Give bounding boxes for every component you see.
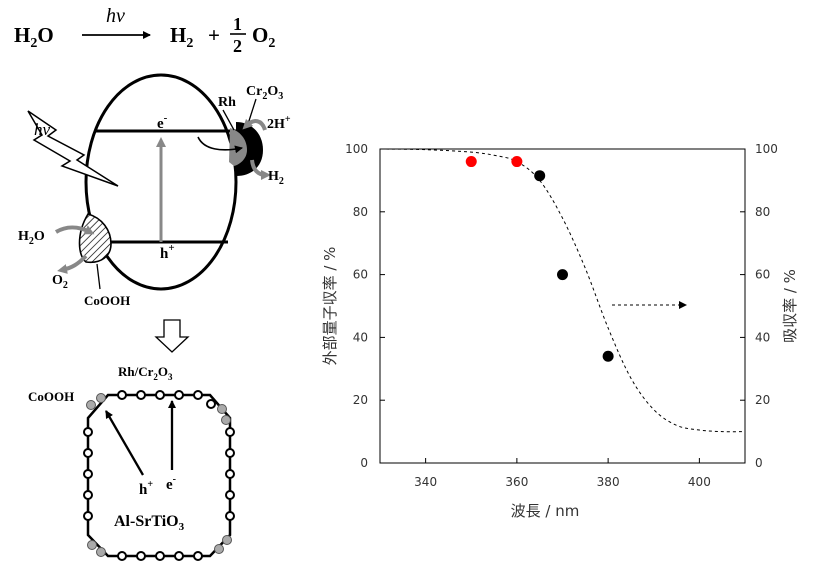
crystal-body <box>86 393 232 558</box>
data-point <box>511 156 523 168</box>
h2o-label: H2O <box>18 229 45 247</box>
y-axis-label-left: 外部量子収率 / % <box>321 247 339 366</box>
coooh-dot <box>222 535 232 545</box>
cocatalyst-dot <box>206 399 216 409</box>
coooh-label: CoOOH <box>84 293 130 308</box>
y-tick-label-left: 20 <box>353 393 368 407</box>
cocatalyst-dot <box>83 427 93 437</box>
cr2o3-shell <box>236 122 263 176</box>
equation-hv: hν <box>106 5 125 27</box>
y-tick-label-right: 40 <box>755 330 770 344</box>
y-tick-label-left: 40 <box>353 330 368 344</box>
x-tick-label: 360 <box>505 475 528 489</box>
crystal-dots <box>83 390 235 561</box>
transition-arrow-icon <box>154 319 190 353</box>
cocatalyst-dot <box>83 469 93 479</box>
coooh-dot <box>96 547 106 557</box>
cocatalyst-dot <box>225 469 235 479</box>
particle-hv: hν <box>34 120 51 139</box>
cocatalyst-dot <box>193 390 203 400</box>
hole-label: h+ <box>160 242 175 262</box>
cocatalyst-dot <box>174 551 184 561</box>
y-tick-label-right: 0 <box>755 456 763 470</box>
rh-cr2o3-label: Rh/Cr2O3 <box>118 364 173 382</box>
data-point <box>602 350 614 362</box>
data-point <box>465 156 477 168</box>
cocatalyst-dot <box>193 551 203 561</box>
cocatalyst-dot <box>83 511 93 521</box>
x-tick-label: 380 <box>597 475 620 489</box>
crystal-particle: Rh/Cr2O3 CoOOH h+ e- Al-SrTiO3 <box>28 364 235 561</box>
coooh-dot <box>221 415 231 425</box>
coooh-dot <box>214 544 224 554</box>
cocatalyst-dot <box>136 551 146 561</box>
equation-plus: + <box>208 23 220 47</box>
y-tick-label-right: 60 <box>755 268 770 282</box>
y-tick-label-right: 20 <box>755 393 770 407</box>
cocatalyst-dot <box>136 390 146 400</box>
cocatalyst-dot <box>225 490 235 500</box>
equation-frac-num: 1 <box>233 14 242 34</box>
cocatalyst-dot <box>155 551 165 561</box>
cocatalyst-dot <box>225 427 235 437</box>
hole-migration-arrow <box>105 410 144 476</box>
coooh-dot <box>96 393 106 403</box>
coooh-dot <box>87 540 97 550</box>
quantum-yield-chart: 340 360 380 400 0 0 20 20 40 40 60 60 80 80 100 100 波長 … <box>321 142 799 520</box>
y-tick-label-left: 100 <box>345 142 368 156</box>
x-tick-label: 340 <box>414 475 437 489</box>
x-axis-label: 波長 / nm <box>511 502 580 520</box>
h2-arrow <box>250 159 271 180</box>
data-points <box>465 156 614 362</box>
equation-product-o2: O2 <box>252 23 275 51</box>
o2-label: O2 <box>52 273 68 291</box>
cocatalyst-dot <box>225 511 235 521</box>
y-axis-label-right: 吸収率 / % <box>781 269 799 343</box>
crystal-name: Al-SrTiO3 <box>114 513 185 533</box>
proton-label: 2H+ <box>267 114 291 132</box>
axis-ticks: 340 360 380 400 0 0 20 20 40 40 60 60 80 80 100 100 <box>345 142 778 489</box>
electron-transfer-arrow <box>197 136 243 154</box>
y-tick-label-left: 0 <box>360 456 368 470</box>
x-tick-label: 400 <box>688 475 711 489</box>
lightning-icon <box>27 110 119 187</box>
data-point <box>557 269 568 281</box>
crystal-hole-label: h+ <box>139 479 153 498</box>
cocatalyst-dot <box>83 448 93 458</box>
y-tick-label-left: 80 <box>353 205 368 219</box>
coooh-pointer <box>96 263 101 290</box>
y-tick-label-left: 60 <box>353 268 368 282</box>
cocatalyst-dot <box>174 390 184 400</box>
cocatalyst-dot <box>155 390 165 400</box>
y-tick-label-right: 100 <box>755 142 778 156</box>
absorption-curve <box>379 148 746 433</box>
electron-label: e- <box>157 112 168 132</box>
coooh-dot <box>86 400 96 410</box>
o2-arrow <box>57 254 88 274</box>
coooh-dot <box>217 404 227 414</box>
equation-reactant: H2O <box>14 23 54 51</box>
cocatalyst-dot <box>117 390 127 400</box>
coooh-crystal-label: CoOOH <box>28 389 74 404</box>
cocatalyst-dot <box>117 551 127 561</box>
equation-product-h2: H2 <box>170 23 193 51</box>
plot-frame <box>379 148 746 464</box>
h2o-arrow <box>54 225 95 235</box>
rh-label: Rh <box>218 95 236 110</box>
equation-frac-den: 2 <box>233 36 242 56</box>
rh-pointer <box>222 109 235 131</box>
cocatalyst-dot <box>225 448 235 458</box>
data-point <box>534 170 546 182</box>
cocatalyst-dot <box>83 490 93 500</box>
photocatalyst-particle: hν e- h+ Rh Cr2O3 2H+ H2 H2O O2 CoOOH <box>18 73 291 308</box>
y-tick-label-right: 80 <box>755 205 770 219</box>
reaction-equation: H2O hν H2 + 1 2 O2 <box>14 5 275 56</box>
h2-label: H2 <box>268 169 284 187</box>
crystal-electron-label: e- <box>166 474 176 493</box>
proton-arrow <box>242 118 267 131</box>
cr2o3-label: Cr2O3 <box>246 84 283 102</box>
